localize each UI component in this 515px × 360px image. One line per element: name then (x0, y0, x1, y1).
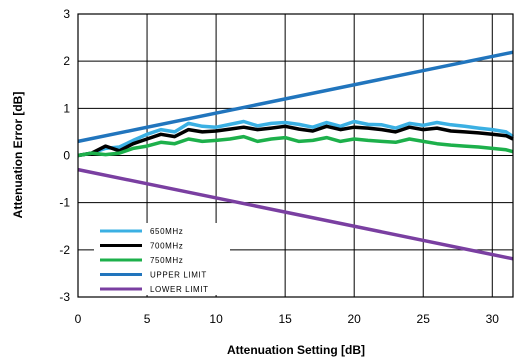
legend-label-upper-limit: UPPER LIMIT (150, 271, 207, 280)
legend-label-lower-limit: LOWER LIMIT (150, 285, 209, 294)
y-tick-label: 1 (63, 101, 70, 115)
chart-legend: 650MHz 700MHz 750MHz UPPER LIMIT LOWER LIMIT (94, 223, 230, 295)
x-tick-label: 30 (486, 312, 500, 326)
x-tick-label: 5 (144, 312, 151, 326)
y-tick-label: 2 (63, 54, 70, 68)
x-tick-label: 25 (417, 312, 431, 326)
y-axis-title: Attenuation Error [dB] (11, 92, 25, 219)
x-tick-label: 10 (209, 312, 223, 326)
y-tick-label: -3 (59, 290, 70, 304)
y-tick-label: -1 (59, 196, 70, 210)
legend-label-650mhz: 650MHz (150, 227, 183, 236)
series-layer (77, 50, 514, 261)
y-tick-labels: 3 2 1 0 -1 -2 -3 (59, 7, 70, 304)
series-line-750mhz (77, 134, 514, 158)
series-line-700mhz (77, 124, 514, 158)
series-line-650mhz (77, 119, 514, 158)
x-tick-labels: 0 5 10 15 20 25 30 (75, 312, 500, 326)
series-line-upper-limit (77, 50, 514, 144)
y-tick-label: 0 (63, 149, 70, 163)
legend-label-700mhz: 700MHz (150, 242, 183, 251)
x-axis-title: Attenuation Setting [dB] (227, 343, 365, 357)
y-tick-label: -2 (59, 243, 70, 257)
plot-area-frame (77, 13, 514, 298)
legend-label-750mhz: 750MHz (150, 256, 183, 265)
x-tick-label: 0 (75, 312, 82, 326)
x-tick-label: 15 (278, 312, 292, 326)
y-tick-label: 3 (63, 7, 70, 21)
series-line-lower-limit (77, 167, 514, 261)
x-tick-label: 20 (348, 312, 362, 326)
